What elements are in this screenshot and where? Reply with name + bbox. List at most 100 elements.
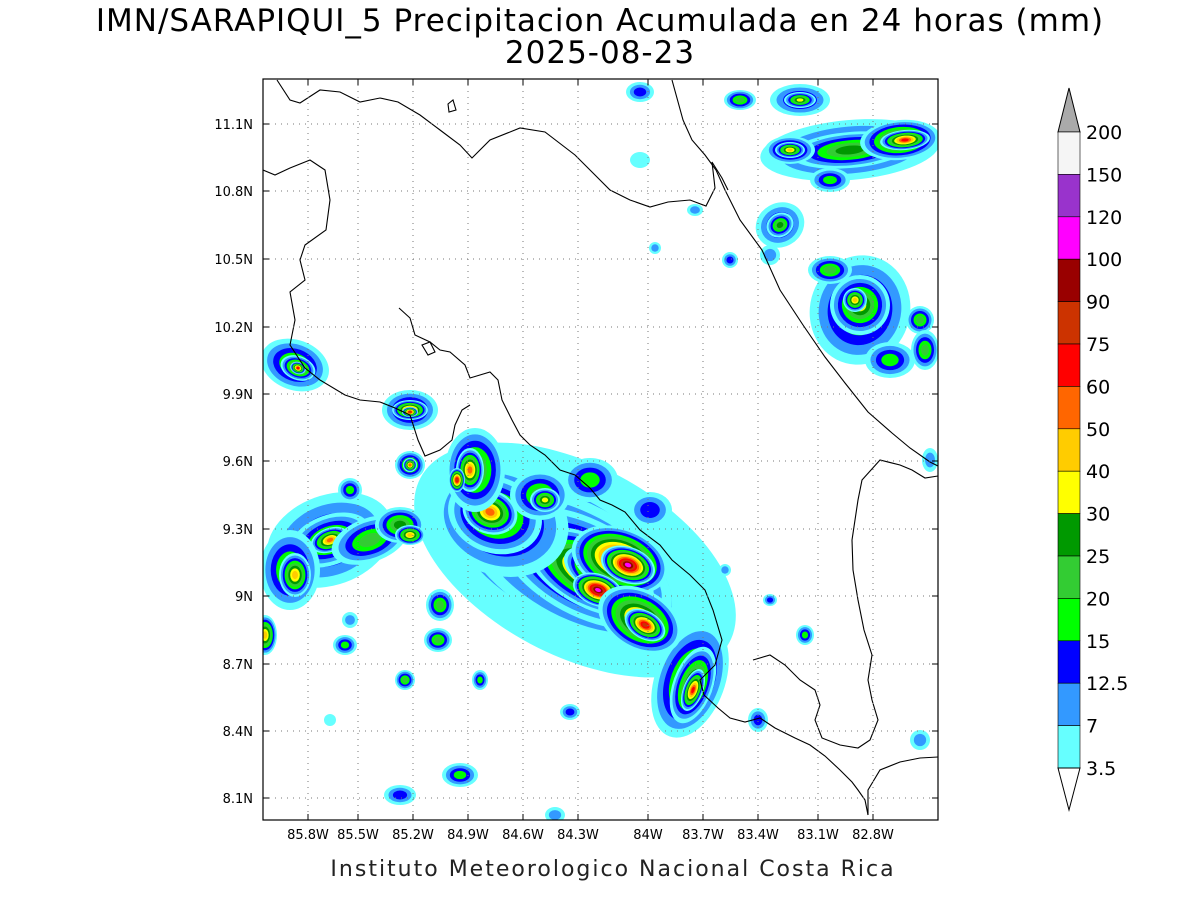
legend-label: 40 bbox=[1086, 461, 1110, 483]
precip-contour bbox=[340, 641, 350, 649]
x-tick-label: 85.2W bbox=[392, 828, 434, 843]
precip-contour bbox=[453, 770, 467, 780]
precip-contour bbox=[721, 566, 729, 574]
precip-contour bbox=[823, 175, 837, 185]
y-tick-label: 8.7N bbox=[223, 658, 253, 673]
precip-contour bbox=[690, 206, 700, 214]
legend-label: 100 bbox=[1086, 249, 1122, 271]
precip-contour bbox=[402, 677, 408, 683]
caribbean-coast bbox=[671, 79, 938, 467]
precip-contour bbox=[436, 600, 444, 610]
precip-contour bbox=[753, 714, 763, 726]
legend-swatch bbox=[1057, 301, 1081, 345]
precip-contour bbox=[651, 244, 659, 252]
legend-swatch bbox=[1057, 682, 1081, 726]
map-title: IMN/SARAPIQUI_5 Precipitacion Acumulada … bbox=[95, 3, 1105, 39]
precip-contour bbox=[359, 532, 381, 548]
precip-contour bbox=[735, 97, 745, 103]
legend-swatch bbox=[1057, 513, 1081, 557]
nicoya-gulf-coast bbox=[398, 307, 869, 816]
island bbox=[421, 341, 436, 356]
precip-contour bbox=[776, 221, 784, 229]
y-tick-label: 9.9N bbox=[223, 388, 253, 403]
x-axis: 85.8W 85.5W 85.2W 84.9W 84.6W 84.3W 84W 83.7W 83… bbox=[287, 79, 894, 843]
map-date: 2025-08-23 bbox=[504, 35, 696, 71]
legend-swatch bbox=[1057, 555, 1081, 599]
x-tick-label: 85.8W bbox=[287, 828, 329, 843]
precip-contour bbox=[913, 733, 927, 747]
precip-contour bbox=[580, 472, 600, 488]
precip-contour bbox=[787, 148, 793, 152]
color-legend: 200 150 120 100 90 75 60 50 40 30 25 20 15 12.5 7 3.5 bbox=[1057, 87, 1128, 812]
precip-contour bbox=[763, 248, 777, 262]
legend-label: 200 bbox=[1086, 122, 1122, 144]
legend-label: 75 bbox=[1086, 334, 1110, 356]
x-tick-label: 84.3W bbox=[557, 828, 599, 843]
y-tick-label: 10.8N bbox=[214, 185, 253, 200]
precip-contour bbox=[835, 145, 865, 155]
precip-contour bbox=[345, 615, 355, 625]
precip-contour bbox=[901, 138, 909, 142]
footer-credit: Instituto Meteorologico Nacional Costa R… bbox=[330, 857, 896, 882]
y-tick-label: 8.1N bbox=[223, 792, 253, 807]
legend-swatch bbox=[1057, 725, 1081, 769]
nicaragua-costa-rica-border bbox=[276, 79, 729, 208]
legend-label: 20 bbox=[1086, 588, 1110, 610]
precip-contour bbox=[633, 87, 647, 97]
precip-contour bbox=[407, 533, 413, 537]
y-tick-label: 9.3N bbox=[223, 523, 253, 538]
legend-swatch bbox=[1057, 640, 1081, 684]
precip-contour bbox=[345, 485, 355, 495]
legend-bottom-arrow bbox=[1057, 767, 1081, 812]
precip-contour bbox=[541, 497, 549, 503]
legend-swatch bbox=[1057, 258, 1081, 302]
precip-contour bbox=[324, 714, 336, 726]
x-tick-label: 84W bbox=[633, 828, 663, 843]
precip-contour bbox=[296, 366, 300, 370]
legend-label: 50 bbox=[1086, 419, 1110, 441]
plot-frame bbox=[262, 78, 939, 821]
precip-contour bbox=[595, 587, 601, 593]
precip-contour bbox=[292, 570, 298, 580]
panama-border bbox=[752, 459, 938, 749]
x-tick-label: 85.5W bbox=[337, 828, 379, 843]
legend-swatch bbox=[1057, 343, 1081, 387]
legend-swatch bbox=[1057, 386, 1081, 430]
precip-contour bbox=[434, 636, 442, 644]
legend-swatch bbox=[1057, 131, 1081, 175]
precip-contour bbox=[326, 537, 334, 543]
y-tick-label: 10.5N bbox=[214, 253, 253, 268]
precip-contour bbox=[467, 466, 473, 474]
legend-label: 150 bbox=[1086, 164, 1122, 186]
legend-label: 60 bbox=[1086, 376, 1110, 398]
precip-contour bbox=[408, 410, 412, 414]
precipitation-field bbox=[263, 82, 938, 820]
precip-contour bbox=[642, 622, 648, 628]
precip-contour bbox=[263, 631, 268, 639]
x-tick-label: 83.7W bbox=[682, 828, 724, 843]
precip-contour bbox=[766, 597, 774, 603]
y-tick-label: 11.1N bbox=[214, 118, 253, 133]
precip-contour bbox=[881, 353, 899, 367]
legend-label: 12.5 bbox=[1086, 673, 1128, 695]
x-tick-label: 83.1W bbox=[797, 828, 839, 843]
legend-label: 30 bbox=[1086, 504, 1110, 526]
precip-contour bbox=[921, 344, 929, 356]
legend-swatch bbox=[1057, 470, 1081, 514]
precip-contour bbox=[640, 502, 660, 518]
x-tick-label: 83.4W bbox=[737, 828, 779, 843]
precip-contour bbox=[852, 297, 858, 303]
y-tick-label: 10.2N bbox=[214, 321, 253, 336]
precip-contour bbox=[916, 316, 924, 324]
legend-swatch bbox=[1057, 428, 1081, 472]
precip-contour bbox=[477, 676, 483, 684]
precip-contour bbox=[548, 810, 562, 820]
y-tick-label: 9N bbox=[235, 590, 253, 605]
y-axis: 11.1N 10.8N 10.5N 10.2N 9.9N 9.6N 9.3N 9N 8.7N 8.… bbox=[214, 118, 938, 807]
precip-contour bbox=[485, 508, 495, 516]
precip-contour bbox=[801, 631, 809, 639]
precip-contour bbox=[392, 790, 408, 800]
precip-contour bbox=[823, 266, 837, 274]
precip-contour bbox=[630, 152, 650, 168]
